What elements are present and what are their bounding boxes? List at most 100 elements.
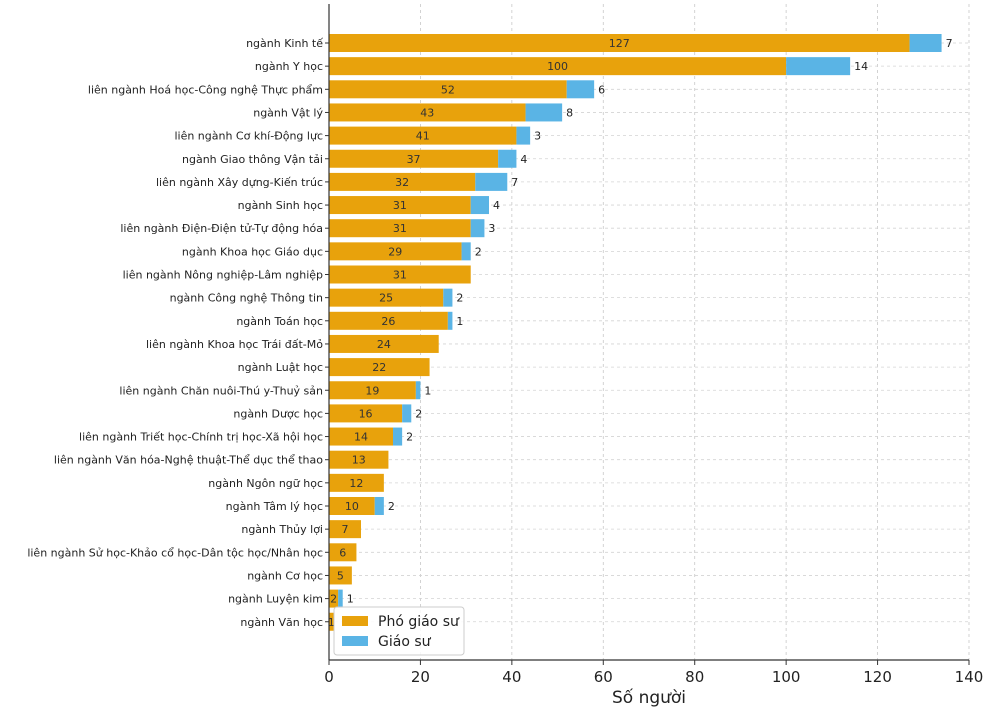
bar-giao-su [525, 103, 563, 122]
x-tick-label: 40 [502, 668, 521, 686]
data-label-pho-giao-su: 5 [337, 569, 344, 582]
bar-giao-su [475, 172, 508, 191]
bar-pho-giao-su [329, 427, 393, 446]
data-label-giao-su: 7 [946, 37, 953, 50]
data-label-giao-su: 3 [534, 130, 541, 143]
y-category-label: liên ngành Chăn nuôi-Thú y-Thuỷ sản [119, 384, 323, 397]
data-label-giao-su: 2 [456, 292, 463, 305]
data-label-pho-giao-su: 52 [441, 83, 455, 96]
bar-pho-giao-su [329, 358, 430, 377]
bar-giao-su [447, 311, 453, 330]
bar-pho-giao-su [329, 57, 787, 76]
x-tick-label: 20 [411, 668, 430, 686]
data-label-pho-giao-su: 37 [407, 153, 421, 166]
data-label-pho-giao-su: 10 [345, 500, 359, 513]
bar-pho-giao-su [329, 334, 439, 353]
bar-giao-su [415, 381, 421, 400]
bar-pho-giao-su [329, 196, 471, 215]
bar-pho-giao-su [329, 520, 361, 539]
bar-pho-giao-su [329, 404, 403, 423]
bar-giao-su [402, 404, 412, 423]
y-category-label: liên ngành Xây dựng-Kiến trúc [156, 176, 323, 189]
bar-pho-giao-su [329, 450, 389, 469]
bar-giao-su [498, 149, 517, 168]
bar-pho-giao-su [329, 219, 471, 238]
data-label-pho-giao-su: 26 [381, 315, 395, 328]
bar-giao-su [516, 126, 531, 145]
data-label-giao-su: 2 [388, 500, 395, 513]
data-label-pho-giao-su: 31 [393, 199, 407, 212]
y-category-label: liên ngành Khoa học Trái đất-Mỏ [146, 338, 323, 351]
y-category-label: ngành Vật lý [253, 106, 323, 119]
legend-swatch [342, 616, 368, 626]
data-label-giao-su: 14 [854, 60, 868, 73]
y-category-label: liên ngành Sử học-Khảo cổ học-Dân tộc họ… [27, 546, 323, 559]
y-category-label: liên ngành Nông nghiệp-Lâm nghiệp [123, 269, 323, 282]
data-label-giao-su: 1 [347, 593, 354, 606]
data-label-pho-giao-su: 31 [393, 222, 407, 235]
data-label-pho-giao-su: 2 [330, 593, 337, 606]
data-label-pho-giao-su: 41 [416, 130, 430, 143]
bar-pho-giao-su [329, 126, 517, 145]
data-label-pho-giao-su: 13 [352, 454, 366, 467]
x-tick-label: 100 [772, 668, 801, 686]
data-label-giao-su: 7 [511, 176, 518, 189]
data-label-giao-su: 4 [493, 199, 500, 212]
bar-pho-giao-su [329, 589, 339, 608]
data-label-giao-su: 3 [488, 222, 495, 235]
y-category-label: ngành Giao thông Vận tải [182, 153, 323, 166]
y-category-label: ngành Luật học [238, 361, 323, 374]
y-category-label: ngành Văn học [240, 616, 323, 629]
data-label-pho-giao-su: 1 [328, 616, 335, 629]
y-category-label: ngành Dược học [233, 407, 323, 420]
bar-giao-su [470, 196, 489, 215]
y-category-label: liên ngành Triết học-Chính trị học-Xã hộ… [79, 431, 323, 444]
y-category-label: ngành Tâm lý học [226, 500, 323, 513]
data-label-giao-su: 1 [456, 315, 463, 328]
bar-giao-su [393, 427, 403, 446]
legend-label: Phó giáo sư [378, 614, 460, 630]
bar-giao-su [374, 497, 384, 515]
legend: Phó giáo sư Giáo sư [333, 606, 465, 656]
bar-pho-giao-su [329, 497, 375, 515]
data-label-giao-su: 1 [424, 384, 431, 397]
data-label-pho-giao-su: 24 [377, 338, 391, 351]
data-label-pho-giao-su: 29 [388, 245, 402, 258]
x-axis-title: Số người [612, 687, 686, 708]
legend-label: Giáo sư [378, 634, 432, 650]
y-category-label: ngành Kinh tế [246, 37, 323, 50]
bar-giao-su [443, 288, 453, 307]
bar-pho-giao-su [329, 242, 462, 261]
bar-pho-giao-su [329, 34, 910, 52]
data-label-giao-su: 2 [475, 245, 482, 258]
bars [329, 34, 942, 631]
axes: 0 20 40 60 80 100 120 140 ngành Kinh tế ngành Y h… [27, 4, 983, 686]
bar-pho-giao-su [329, 80, 567, 99]
data-label-pho-giao-su: 14 [354, 431, 368, 444]
y-category-label: liên ngành Cơ khí-Động lực [174, 130, 323, 143]
y-category-label: ngành Sinh học [238, 199, 323, 212]
y-category-label: liên ngành Hoá học-Công nghệ Thực phẩm [88, 83, 323, 96]
x-tick-label: 60 [594, 668, 613, 686]
data-label-pho-giao-su: 6 [339, 546, 346, 559]
bar-pho-giao-su [329, 103, 526, 122]
bar-giao-su [461, 242, 471, 261]
bar-pho-giao-su [329, 172, 476, 191]
data-label-pho-giao-su: 7 [342, 523, 349, 536]
y-category-label: liên ngành Điện-Điện tử-Tự động hóa [120, 222, 323, 235]
y-category-label: ngành Toán học [236, 315, 323, 328]
data-label-pho-giao-su: 12 [349, 477, 363, 490]
data-label-pho-giao-su: 22 [372, 361, 386, 374]
bar-pho-giao-su [329, 149, 499, 168]
data-label-pho-giao-su: 127 [609, 37, 630, 50]
data-label-pho-giao-su: 31 [393, 269, 407, 282]
data-label-pho-giao-su: 25 [379, 292, 393, 305]
bar-pho-giao-su [329, 265, 471, 284]
data-label-pho-giao-su: 100 [547, 60, 568, 73]
data-label-pho-giao-su: 16 [359, 407, 373, 420]
data-label-giao-su: 2 [415, 407, 422, 420]
data-label-giao-su: 6 [598, 83, 605, 96]
bar-giao-su [909, 34, 942, 52]
y-category-label: ngành Khoa học Giáo dục [182, 245, 323, 258]
